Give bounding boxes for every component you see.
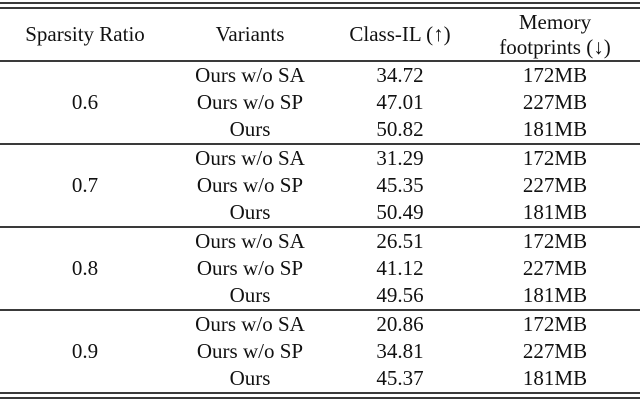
class-il-cell: 50.49 [376, 200, 424, 224]
header-variants: Variants [170, 9, 330, 62]
class-il-cell: 49.56 [376, 283, 424, 307]
variant-cell: Ours w/o SA [195, 229, 305, 253]
header-memory-line2: footprints (↓) [499, 34, 611, 59]
sparsity-ratio-cell: 0.8 [71, 256, 99, 280]
variant-cell: Ours [229, 200, 271, 224]
table-header: Sparsity Ratio Variants Class-IL (↑) Mem… [0, 9, 640, 62]
header-memory-footprints: Memory footprints (↓) [470, 9, 640, 62]
memory-cell: 172MB [522, 229, 588, 253]
variant-cell: Ours w/o SP [196, 173, 304, 197]
group-sparsity-0.8: 0.8 Ours w/o SA 26.51 172MB Ours w/o SP … [0, 227, 640, 310]
group-sparsity-0.6: 0.6 Ours w/o SA 34.72 172MB Ours w/o SP … [0, 61, 640, 144]
memory-cell: 227MB [522, 90, 588, 114]
class-il-cell: 41.12 [376, 256, 424, 280]
table-row: Ours w/o SP 45.35 227MB [0, 172, 640, 199]
sparsity-ratio-cell: 0.9 [71, 339, 99, 363]
table-row: Ours 45.37 181MB [0, 365, 640, 392]
variant-cell: Ours [229, 117, 271, 141]
table-row: Ours w/o SP 34.81 227MB [0, 338, 640, 365]
class-il-cell: 31.29 [376, 146, 424, 170]
sparsity-ratio-cell: 0.7 [71, 173, 99, 197]
memory-cell: 227MB [522, 256, 588, 280]
table-row: Ours w/o SP 41.12 227MB [0, 255, 640, 282]
table-row: Ours 50.49 181MB [0, 199, 640, 227]
class-il-cell: 50.82 [376, 117, 424, 141]
memory-cell: 227MB [522, 339, 588, 363]
variant-cell: Ours w/o SA [195, 146, 305, 170]
class-il-cell: 45.37 [376, 366, 424, 390]
bottom-double-rule [0, 392, 640, 399]
memory-cell: 172MB [522, 63, 588, 87]
variant-cell: Ours w/o SP [196, 90, 304, 114]
top-double-rule [0, 2, 640, 9]
table-row: 0.9 Ours w/o SA 20.86 172MB [0, 310, 640, 363]
memory-cell: 172MB [522, 312, 588, 336]
header-sparsity-ratio: Sparsity Ratio [0, 9, 170, 62]
class-il-cell: 45.35 [376, 173, 424, 197]
variant-cell: Ours [229, 366, 271, 390]
table-row: 0.7 Ours w/o SA 31.29 172MB [0, 144, 640, 197]
memory-cell: 227MB [522, 173, 588, 197]
class-il-cell: 47.01 [376, 90, 424, 114]
variant-cell: Ours w/o SP [196, 256, 304, 280]
memory-cell: 181MB [522, 200, 588, 224]
variant-cell: Ours [229, 283, 271, 307]
class-il-cell: 20.86 [376, 312, 424, 336]
variant-cell: Ours w/o SA [195, 63, 305, 87]
table-row: Ours w/o SP 47.01 227MB [0, 89, 640, 116]
memory-cell: 181MB [522, 283, 588, 307]
table-row: Ours 50.82 181MB [0, 116, 640, 144]
header-row: Sparsity Ratio Variants Class-IL (↑) Mem… [0, 9, 640, 62]
header-class-il: Class-IL (↑) [330, 9, 470, 62]
variant-cell: Ours w/o SA [195, 312, 305, 336]
class-il-cell: 34.72 [376, 63, 424, 87]
group-sparsity-0.7: 0.7 Ours w/o SA 31.29 172MB Ours w/o SP … [0, 144, 640, 227]
memory-cell: 172MB [522, 146, 588, 170]
table-row: 0.6 Ours w/o SA 34.72 172MB [0, 61, 640, 114]
class-il-cell: 34.81 [376, 339, 424, 363]
table-row: Ours 49.56 181MB [0, 282, 640, 310]
memory-cell: 181MB [522, 366, 588, 390]
memory-cell: 181MB [522, 117, 588, 141]
table-row: 0.8 Ours w/o SA 26.51 172MB [0, 227, 640, 280]
class-il-cell: 26.51 [376, 229, 424, 253]
header-memory-line1: Memory [518, 9, 592, 34]
variant-cell: Ours w/o SP [196, 339, 304, 363]
results-table: Sparsity Ratio Variants Class-IL (↑) Mem… [0, 9, 640, 392]
group-sparsity-0.9: 0.9 Ours w/o SA 20.86 172MB Ours w/o SP … [0, 310, 640, 392]
sparsity-ratio-cell: 0.6 [71, 90, 99, 114]
